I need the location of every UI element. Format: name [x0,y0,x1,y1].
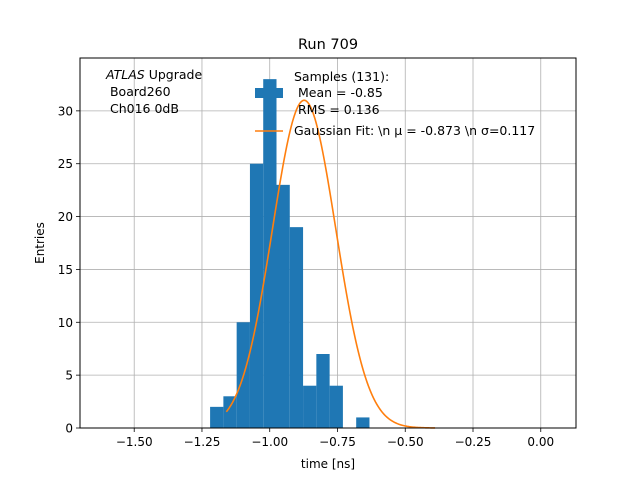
histogram-bar [329,385,343,428]
histogram-bar [276,184,290,428]
y-tick-label: 30 [58,104,73,118]
y-tick-label: 10 [58,316,73,330]
histogram-bar [249,163,264,428]
legend-fit-label: Gaussian Fit: \n μ = -0.873 \n σ=0.117 [294,123,535,138]
legend-samples-line-1: Samples (131): [294,69,389,84]
x-tick-label: −0.25 [455,435,492,449]
atlas-annotation: ATLAS Upgrade Board260 Ch016 0dB [105,67,202,116]
legend-samples-line-2: Mean = -0.85 [294,85,383,100]
plot-frame [79,57,577,429]
y-tick-label: 20 [58,210,73,224]
x-tick-label: −1.00 [251,435,288,449]
histogram-bar [289,227,304,428]
histogram-bar [316,354,330,428]
legend: Samples (131): Mean = -0.85 RMS = 0.136 … [255,69,535,138]
y-tick-label: 0 [65,422,73,436]
x-tick-label: −0.75 [319,435,356,449]
annotation-board: Board260 [106,84,171,99]
legend-samples-patch [255,88,283,98]
svg-text:ATLAS Upgrade: ATLAS Upgrade [105,67,202,82]
gaussian-fit [225,99,436,429]
histogram-bar [223,396,237,428]
annotation-atlas-italic: ATLAS [105,67,145,82]
x-axis-label: time [ns] [301,457,355,471]
annotation-channel: Ch016 0dB [106,101,179,116]
chart-title: Run 709 [298,37,358,53]
y-tick-label: 15 [58,263,73,277]
gaussian-fit-curve [225,99,436,429]
y-axis-label: Entries [33,222,47,264]
annotation-upgrade: Upgrade [145,67,203,82]
histogram-bar [210,406,224,428]
grid [80,58,576,429]
y-tick-label: 5 [65,369,73,383]
y-tick-label: 25 [58,157,73,171]
y-axis-ticks: 0 5 10 15 20 25 30 [58,104,80,436]
x-tick-label: 0.00 [527,435,554,449]
x-tick-label: −1.25 [184,435,221,449]
histogram-bar [356,417,370,428]
x-tick-label: −1.50 [116,435,153,449]
x-tick-label: −0.50 [387,435,424,449]
x-axis-ticks: −1.50 −1.25 −1.00 −0.75 −0.50 −0.25 0.00 [116,428,554,449]
legend-samples-line-3: RMS = 0.136 [294,102,380,117]
histogram-bar [263,79,277,429]
histogram-bar [303,385,317,428]
